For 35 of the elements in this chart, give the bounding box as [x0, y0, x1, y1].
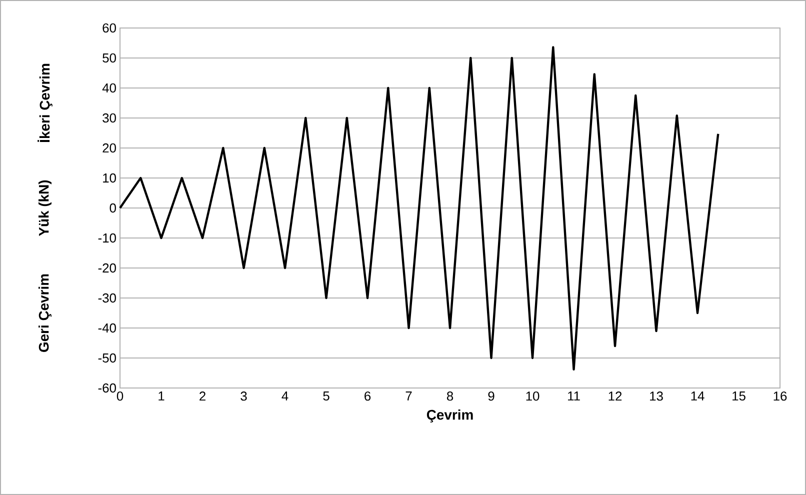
- x-tick-label: 1: [158, 392, 164, 400]
- y-tick-label: -50: [98, 353, 116, 363]
- x-tick-label: 11: [568, 392, 580, 400]
- x-tick-label: 6: [364, 392, 371, 401]
- text: Geri Çevrim: [38, 274, 52, 352]
- line-series: [118, 46, 720, 370]
- text: İkeri Çevrim: [38, 64, 52, 142]
- x-tick-label: 9: [488, 392, 494, 401]
- y-tick-label: -30: [98, 293, 116, 303]
- y-tick-label: 60: [102, 23, 116, 33]
- x-tick-label: 0: [116, 392, 124, 401]
- x-tick-label: 4: [282, 392, 288, 400]
- y-tick-label: 40: [102, 83, 116, 93]
- y-tick-label: -10: [98, 233, 116, 243]
- x-tick-label: 13: [650, 392, 663, 401]
- y-tick-label: 30: [102, 113, 116, 123]
- x-tick-label: 14: [691, 392, 704, 400]
- y-tick-label: -60: [98, 383, 116, 393]
- y-tick-label: 50: [102, 53, 116, 63]
- x-tick-label: 2: [200, 392, 206, 401]
- x-tick-label: 5: [323, 392, 330, 401]
- x-tick-label: 15: [732, 392, 746, 401]
- y-tick-label: 10: [103, 173, 116, 183]
- x-tick-label: 8: [446, 392, 454, 401]
- y-tick-label: -20: [98, 263, 116, 273]
- y-tick-label: -40: [98, 323, 116, 333]
- x-tick-label: 16: [774, 392, 787, 401]
- x-axis-title: Çevrim: [426, 410, 473, 423]
- y-axis-title: Yük (kN): [38, 180, 52, 236]
- x-tick-label: 7: [406, 392, 412, 400]
- y-tick-label: 20: [102, 143, 116, 153]
- x-tick-label: 3: [240, 392, 247, 401]
- y-tick-label: 0: [110, 203, 116, 213]
- x-tick-label: 10: [526, 392, 540, 401]
- x-tick-label: 12: [608, 392, 622, 401]
